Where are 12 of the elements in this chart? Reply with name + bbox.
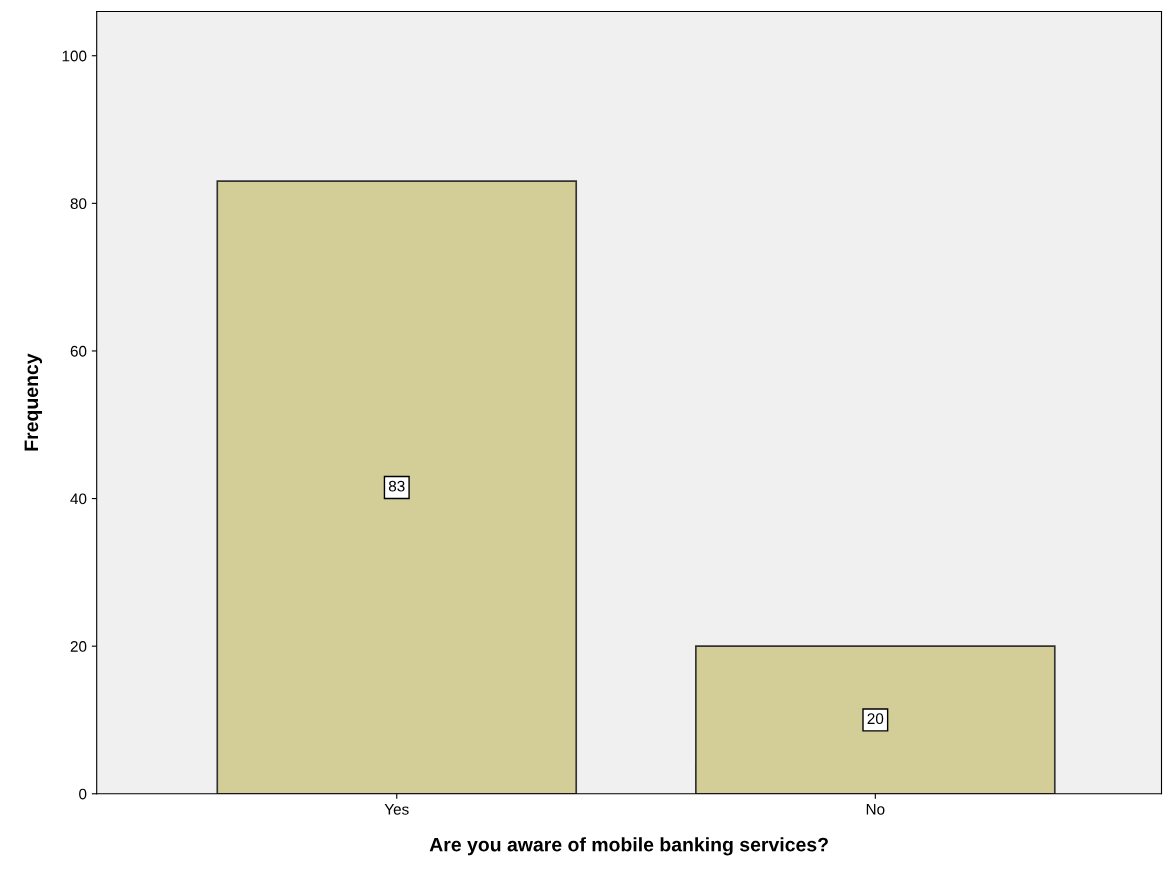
y-tick-label: 60 (70, 345, 87, 357)
x-tick-label: No (866, 804, 885, 815)
y-tick-label: 80 (70, 198, 87, 210)
y-tick-label: 100 (62, 50, 87, 62)
y-tick-label: 0 (79, 788, 87, 800)
data-label: 83 (388, 480, 405, 492)
data-label: 20 (867, 713, 884, 725)
x-axis-title: Are you aware of mobile banking services? (429, 837, 828, 856)
y-tick-label: 40 (70, 493, 87, 505)
x-tick-label: Yes (384, 804, 409, 815)
y-tick-label: 20 (70, 641, 87, 652)
y-axis-title: Frequency (24, 353, 43, 451)
